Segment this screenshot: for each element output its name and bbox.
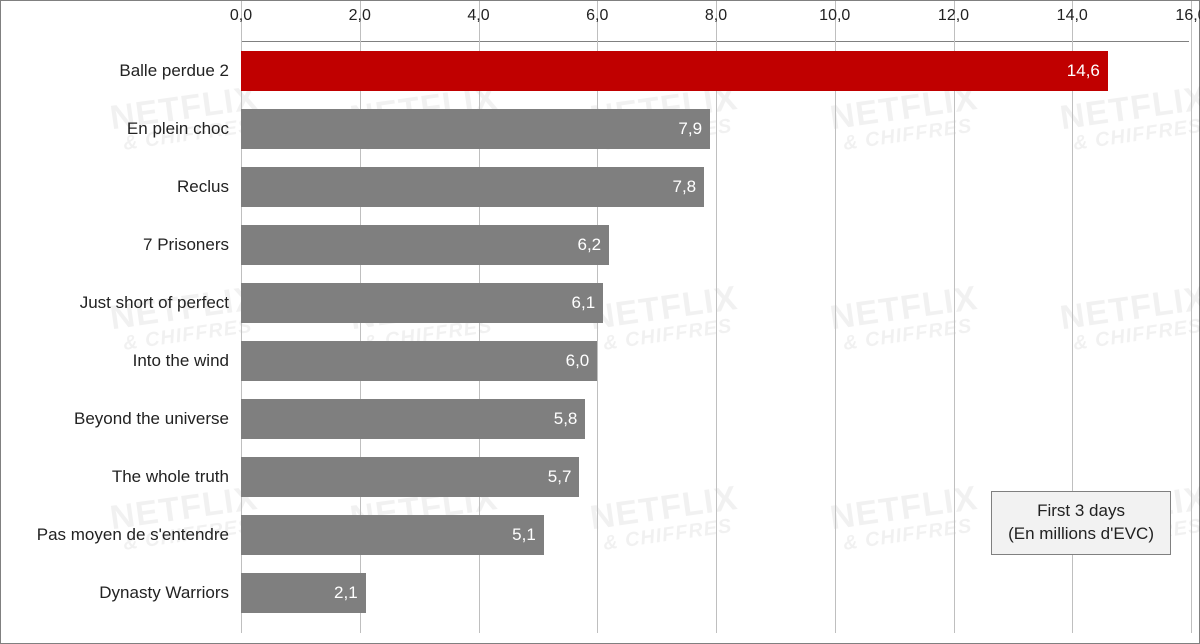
value-label: 2,1	[334, 583, 358, 603]
bar: 6,2	[241, 225, 609, 265]
bar: 7,8	[241, 167, 704, 207]
x-tick-label: 14,0	[1057, 7, 1088, 25]
bar-row: Dynasty Warriors2,1	[241, 573, 1189, 613]
bar: 14,6	[241, 51, 1108, 91]
x-tick-label: 8,0	[705, 7, 727, 25]
x-tick-label: 12,0	[938, 7, 969, 25]
bar-row: Just short of perfect6,1	[241, 283, 1189, 323]
category-label: Reclus	[177, 177, 241, 197]
category-label: En plein choc	[127, 119, 241, 139]
x-tick-label: 2,0	[349, 7, 371, 25]
value-label: 7,9	[678, 119, 702, 139]
value-label: 6,2	[577, 235, 601, 255]
watermark: NETFLIX& CHIFFRES	[108, 81, 263, 155]
bar-row: Into the wind6,0	[241, 341, 1189, 381]
bar-row: Reclus7,8	[241, 167, 1189, 207]
gridline	[1191, 1, 1192, 633]
category-label: 7 Prisoners	[143, 235, 241, 255]
value-label: 6,1	[572, 293, 596, 313]
value-label: 6,0	[566, 351, 590, 371]
bar-row: En plein choc7,9	[241, 109, 1189, 149]
category-label: Balle perdue 2	[119, 61, 241, 81]
category-label: Pas moyen de s'entendre	[37, 525, 241, 545]
value-label: 14,6	[1067, 61, 1100, 81]
value-label: 5,7	[548, 467, 572, 487]
bar-row: 7 Prisoners6,2	[241, 225, 1189, 265]
bar: 6,0	[241, 341, 597, 381]
x-tick-label: 4,0	[467, 7, 489, 25]
legend-line2: (En millions d'EVC)	[1008, 523, 1154, 546]
category-label: Dynasty Warriors	[99, 583, 241, 603]
value-label: 7,8	[672, 177, 696, 197]
bar: 5,1	[241, 515, 544, 555]
category-label: Just short of perfect	[80, 293, 241, 313]
bar: 5,7	[241, 457, 579, 497]
x-tick-label: 10,0	[819, 7, 850, 25]
value-label: 5,8	[554, 409, 578, 429]
category-label: The whole truth	[112, 467, 241, 487]
bar-row: Beyond the universe5,8	[241, 399, 1189, 439]
x-tick-label: 6,0	[586, 7, 608, 25]
x-tick-label: 0,0	[230, 7, 252, 25]
value-label: 5,1	[512, 525, 536, 545]
bar: 5,8	[241, 399, 585, 439]
category-label: Beyond the universe	[74, 409, 241, 429]
bar-chart: NETFLIX& CHIFFRESNETFLIX& CHIFFRESNETFLI…	[0, 0, 1200, 644]
x-tick-label: 16,0	[1175, 7, 1200, 25]
axis-top-line	[241, 41, 1189, 42]
legend-line1: First 3 days	[1008, 500, 1154, 523]
bar-row: Balle perdue 214,6	[241, 51, 1189, 91]
bar: 2,1	[241, 573, 366, 613]
category-label: Into the wind	[133, 351, 241, 371]
bar: 7,9	[241, 109, 710, 149]
legend-box: First 3 days (En millions d'EVC)	[991, 491, 1171, 555]
bar: 6,1	[241, 283, 603, 323]
